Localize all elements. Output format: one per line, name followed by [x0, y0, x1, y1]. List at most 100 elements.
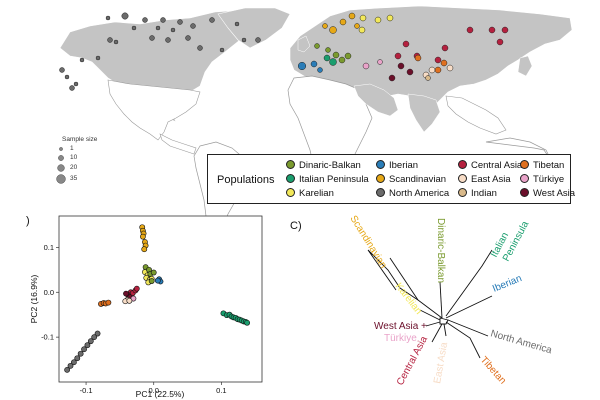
legend-dot — [520, 173, 529, 183]
branch-dinaric — [439, 281, 443, 319]
map-point-scandinavian — [354, 23, 360, 29]
branch-central-asia — [431, 323, 443, 343]
map-point-north-america — [241, 37, 247, 43]
size-circle-35 — [56, 174, 66, 184]
branch-italian — [445, 249, 493, 317]
map-arabia — [353, 83, 399, 117]
map-point-west-asia — [388, 74, 396, 82]
map-point-north-america — [165, 37, 171, 43]
map-usa-mexico — [107, 79, 201, 141]
size-legend — [56, 147, 66, 184]
legend-label: East Asia — [471, 174, 511, 185]
map-point-west-asia — [406, 68, 414, 76]
pca-point-north-america — [91, 334, 98, 341]
map-point-north-america — [209, 17, 215, 23]
pca-point-dinaric-balkan — [148, 278, 155, 284]
pca-panel: -0.1 0.0 0.1 0.1 0.0 -0.1 ) PC1 (22.5%) PC2 (… — [26, 215, 263, 399]
legend-label: Iberian — [389, 160, 419, 171]
map-point-iberian — [297, 61, 307, 71]
pca-ticks: -0.1 0.0 0.1 0.1 0.0 -0.1 — [41, 243, 227, 395]
map-point-scandinavian — [348, 12, 356, 20]
branch-karelian — [419, 309, 441, 321]
map-point-central-asia — [434, 56, 442, 64]
map-point-north-america — [79, 57, 85, 63]
legend-title: Populations — [217, 174, 275, 186]
map-point-karelian — [386, 14, 394, 22]
pca-point-east-asia — [126, 297, 133, 304]
map-point-dinaric-balkan — [325, 47, 331, 53]
size-label-35: 35 — [70, 175, 78, 182]
size-label-10: 10 — [70, 154, 78, 161]
map-point-iberian — [310, 60, 318, 68]
map-point-central-asia — [488, 26, 496, 34]
tree-label-turkiye: Türkiye — [384, 333, 417, 344]
map-point-central-asia — [394, 52, 402, 60]
legend-item-indian: Indian — [458, 187, 497, 199]
size-circle-1 — [59, 147, 63, 151]
map-point-north-america — [73, 81, 79, 87]
size-legend-title: Sample size — [62, 136, 98, 143]
map-point-scandinavian — [322, 23, 328, 29]
pca-xlabel: PC1 (22.5%) — [136, 389, 185, 399]
pca-xtick-label: 0.0 — [149, 386, 159, 395]
legend-dot — [458, 159, 467, 169]
pca-point-north-america — [94, 330, 101, 337]
map-point-north-america — [219, 47, 225, 53]
branch-scandinavian — [367, 249, 443, 319]
legend-item-central-asia: Central Asia — [458, 159, 522, 171]
map-point-central-asia — [466, 26, 474, 34]
legend-dot — [286, 187, 295, 197]
branch-east-asia — [443, 323, 447, 337]
pca-point-tibetan — [105, 299, 112, 306]
pca-ytick-label: 0.1 — [44, 243, 54, 252]
map-point-east-asia — [428, 66, 436, 74]
legend-label: West Asia — [533, 188, 576, 199]
map-point-iberian — [317, 67, 323, 73]
legend-dot — [286, 173, 295, 183]
map-point-north-america — [160, 17, 166, 23]
tree-label-north-america: North America — [489, 328, 553, 356]
tree-label-east-asia: East Asia — [432, 341, 450, 384]
map-point-karelian — [359, 14, 367, 22]
branch-tibetan — [445, 321, 481, 359]
panel-c-label: C) — [290, 220, 302, 232]
populations-legend: Populations Dinaric-Balkan Italian Penin… — [207, 154, 575, 204]
tree-branches — [367, 249, 493, 359]
pca-ytick-label: -0.1 — [41, 333, 54, 342]
pca-point-west-asia — [123, 290, 129, 297]
legend-item-scandinavian: Scandinavian — [376, 173, 447, 185]
map-greenland — [217, 7, 291, 49]
pca-point-north-america — [67, 362, 74, 369]
tree-label-dinaric: Dinaric-Balkan — [435, 218, 446, 283]
pca-points — [64, 224, 251, 373]
legend-item-italian-peninsula: Italian Peninsula — [286, 173, 369, 185]
panel-b-label: ) — [26, 215, 30, 227]
map-point-north-america — [59, 67, 65, 73]
map-point-west-asia — [397, 62, 405, 70]
tree-core — [439, 317, 449, 325]
map-point-karelian — [358, 26, 366, 34]
map-point-indian — [425, 75, 431, 81]
map-point-north-america — [155, 25, 161, 31]
tree-label-tibetan: Tibetan — [478, 355, 508, 387]
map-point-dinaric-balkan — [338, 56, 346, 64]
map-point-karelian — [374, 16, 382, 24]
legend-item-dinaric-balkan: Dinaric-Balkan — [286, 159, 361, 171]
pca-point-north-america — [70, 359, 77, 366]
pca-point-italian-peninsula — [244, 319, 251, 326]
legend-label: Scandinavian — [389, 174, 447, 185]
map-point-central-asia — [441, 44, 449, 52]
map-point-north-america — [121, 12, 129, 20]
map-point-north-america — [113, 39, 119, 45]
legend-label: Karelian — [299, 188, 334, 199]
map-point-north-america — [142, 17, 148, 23]
map-point-scandinavian — [329, 26, 337, 34]
map-central-america — [159, 133, 197, 155]
branch-iberian — [445, 295, 493, 319]
map-point-north-america — [149, 35, 155, 41]
legend-dot — [520, 187, 529, 197]
pca-point-north-america — [87, 338, 94, 345]
map-point-north-america — [69, 85, 75, 91]
map-point-scandinavian — [339, 18, 347, 26]
map-japan — [517, 55, 533, 77]
